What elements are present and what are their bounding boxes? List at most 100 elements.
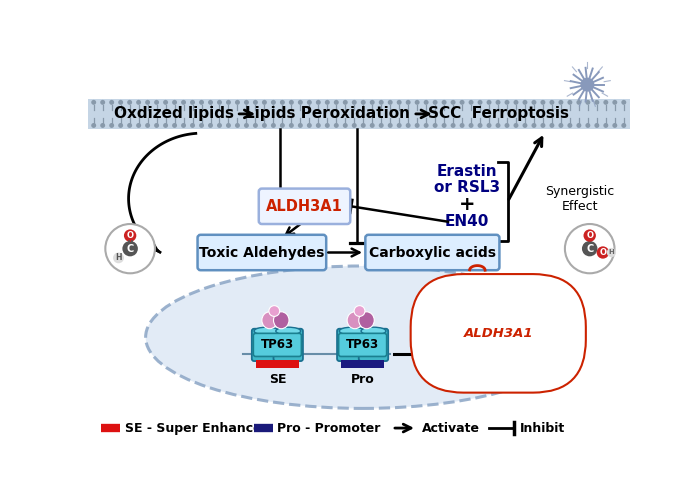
Text: EN40: EN40 — [445, 214, 489, 229]
Circle shape — [190, 100, 195, 105]
Circle shape — [622, 100, 626, 105]
Text: O: O — [586, 231, 593, 240]
Circle shape — [109, 123, 114, 128]
Circle shape — [607, 248, 616, 257]
Circle shape — [145, 123, 150, 128]
Text: Toxic Aldehydes: Toxic Aldehydes — [199, 246, 325, 260]
Circle shape — [217, 100, 222, 105]
Circle shape — [514, 123, 519, 128]
Circle shape — [559, 100, 564, 105]
Circle shape — [596, 246, 609, 258]
Circle shape — [181, 100, 186, 105]
Circle shape — [406, 123, 411, 128]
Circle shape — [199, 123, 204, 128]
Circle shape — [388, 123, 393, 128]
Circle shape — [122, 241, 138, 256]
Circle shape — [424, 100, 428, 105]
Ellipse shape — [276, 327, 300, 335]
Circle shape — [585, 123, 590, 128]
Circle shape — [550, 100, 554, 105]
Circle shape — [262, 123, 267, 128]
Bar — [341, 360, 384, 368]
Circle shape — [253, 123, 258, 128]
Circle shape — [163, 100, 168, 105]
Circle shape — [468, 123, 473, 128]
Circle shape — [316, 100, 321, 105]
Circle shape — [414, 100, 419, 105]
Circle shape — [460, 123, 465, 128]
Circle shape — [477, 100, 482, 105]
Text: Lipids Peroxidation: Lipids Peroxidation — [245, 106, 410, 122]
Circle shape — [253, 100, 258, 105]
Text: SCC  Ferroptosis: SCC Ferroptosis — [428, 106, 568, 122]
Circle shape — [289, 123, 294, 128]
Circle shape — [580, 78, 594, 92]
Circle shape — [603, 123, 608, 128]
Circle shape — [559, 123, 564, 128]
Circle shape — [280, 123, 285, 128]
Circle shape — [505, 123, 510, 128]
Circle shape — [370, 100, 374, 105]
Text: H: H — [608, 250, 615, 256]
Ellipse shape — [354, 306, 365, 316]
Ellipse shape — [262, 312, 277, 328]
Ellipse shape — [254, 327, 279, 335]
Circle shape — [576, 100, 582, 105]
Circle shape — [145, 100, 150, 105]
Circle shape — [154, 100, 159, 105]
Circle shape — [594, 100, 599, 105]
Text: C: C — [586, 244, 594, 254]
Ellipse shape — [269, 306, 280, 316]
Circle shape — [226, 123, 231, 128]
Text: Inhibit: Inhibit — [520, 422, 565, 434]
Circle shape — [208, 100, 213, 105]
Circle shape — [522, 123, 527, 128]
Text: Synergistic
Effect: Synergistic Effect — [545, 184, 615, 212]
Circle shape — [118, 123, 123, 128]
Text: TP63: TP63 — [346, 338, 379, 351]
Circle shape — [451, 123, 456, 128]
Circle shape — [271, 123, 276, 128]
FancyBboxPatch shape — [253, 334, 302, 356]
Circle shape — [352, 100, 357, 105]
Circle shape — [298, 100, 303, 105]
Circle shape — [433, 100, 438, 105]
Circle shape — [360, 123, 365, 128]
Circle shape — [271, 100, 276, 105]
Ellipse shape — [274, 312, 289, 328]
Text: H: H — [116, 254, 122, 262]
Circle shape — [181, 123, 186, 128]
FancyBboxPatch shape — [337, 328, 367, 361]
Text: C: C — [127, 244, 134, 254]
Bar — [256, 360, 299, 368]
Circle shape — [325, 100, 330, 105]
Circle shape — [496, 100, 500, 105]
Circle shape — [235, 100, 240, 105]
Circle shape — [603, 100, 608, 105]
Text: +: + — [459, 196, 475, 214]
Text: Pro - Promoter: Pro - Promoter — [277, 422, 381, 434]
Circle shape — [568, 100, 573, 105]
FancyBboxPatch shape — [365, 235, 499, 270]
Circle shape — [477, 123, 482, 128]
Circle shape — [262, 100, 267, 105]
Circle shape — [486, 123, 491, 128]
Circle shape — [486, 100, 491, 105]
Text: Carboxylic acids: Carboxylic acids — [369, 246, 496, 260]
Circle shape — [235, 123, 240, 128]
Circle shape — [127, 123, 132, 128]
Circle shape — [622, 123, 626, 128]
Circle shape — [298, 123, 303, 128]
Circle shape — [325, 123, 330, 128]
Circle shape — [584, 230, 596, 241]
Circle shape — [172, 123, 177, 128]
Circle shape — [109, 100, 114, 105]
Circle shape — [105, 224, 155, 274]
Circle shape — [136, 100, 141, 105]
Circle shape — [522, 100, 527, 105]
Circle shape — [540, 123, 545, 128]
Text: or RSL3: or RSL3 — [434, 180, 500, 194]
Circle shape — [451, 100, 456, 105]
Text: Activate: Activate — [422, 422, 480, 434]
Text: ALDH3A1: ALDH3A1 — [463, 327, 533, 340]
